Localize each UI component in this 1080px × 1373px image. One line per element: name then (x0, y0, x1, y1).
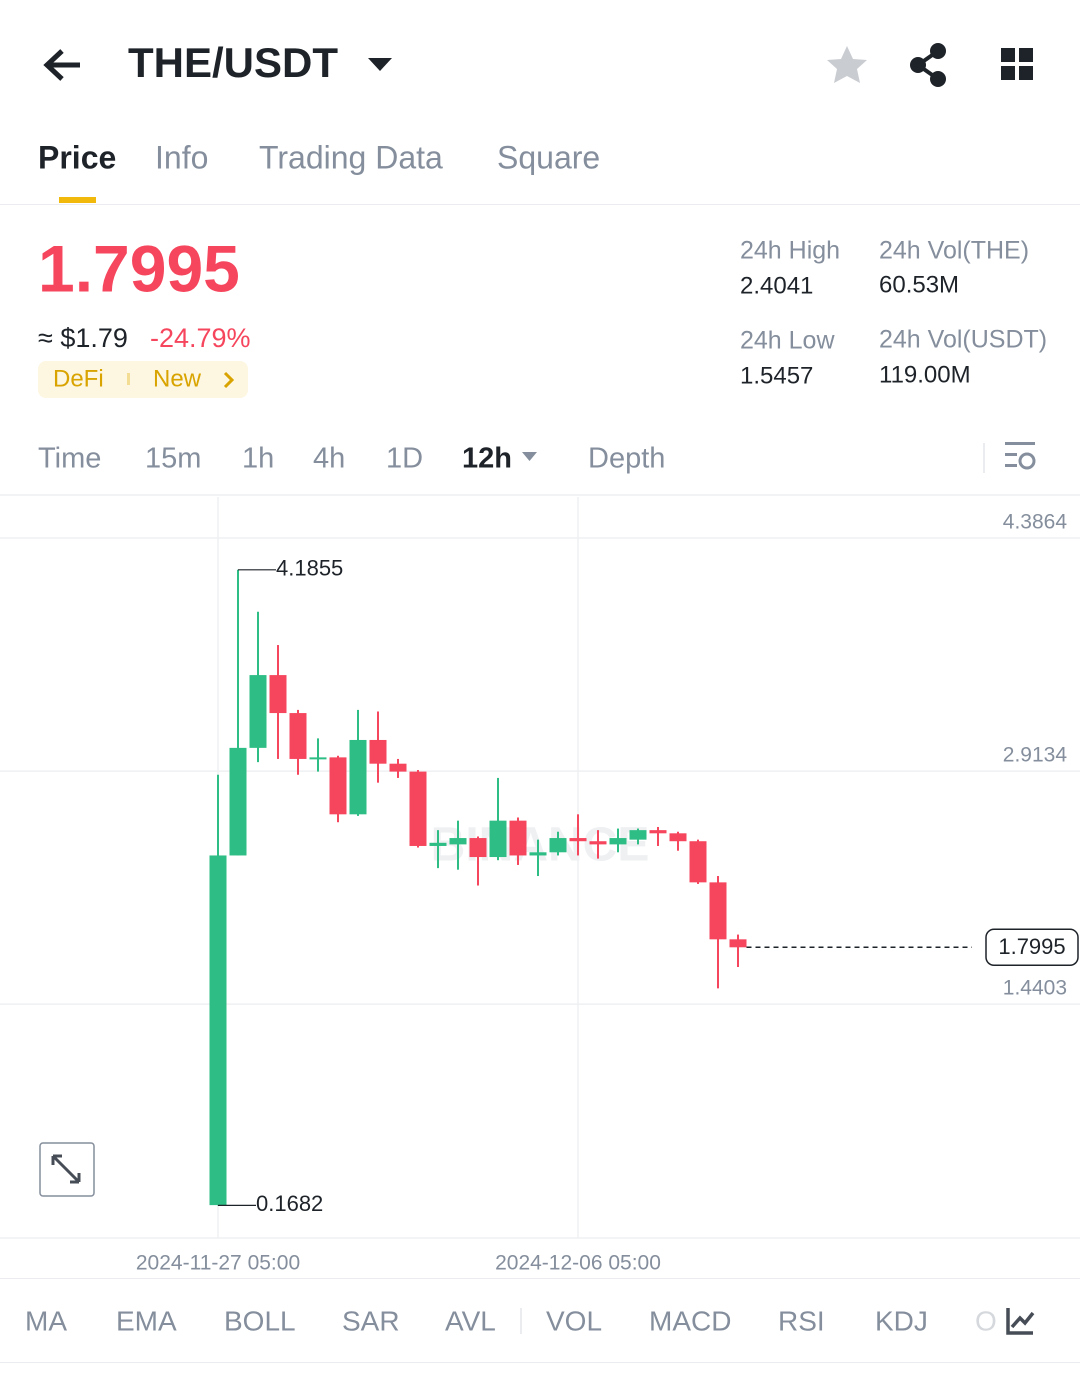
stat-value: 1.5457 (740, 362, 813, 389)
x-tick-label: 2024-11-27 05:00 (136, 1252, 300, 1275)
candle-body (369, 739, 387, 764)
y-tick-label: 2.9134 (1003, 744, 1068, 767)
indicator[interactable]: MA (25, 1305, 67, 1336)
indicator[interactable]: BOLL (224, 1305, 296, 1336)
tab[interactable]: Info (155, 139, 208, 175)
candle-body (549, 838, 567, 853)
expand-button[interactable] (39, 1142, 95, 1197)
share-button[interactable] (910, 43, 946, 87)
watermark: BINANCE (431, 819, 650, 872)
candle-body (289, 713, 307, 759)
interval[interactable]: 4h (313, 443, 345, 475)
divider (0, 494, 1080, 496)
top-bar: THE/USDT (43, 39, 1033, 87)
stat-label: 24h High (740, 237, 840, 265)
stat-label: 24h Vol(THE) (879, 237, 1029, 265)
indicator-settings[interactable] (1006, 1308, 1035, 1335)
price-block: 1.7995 ≈ $1.79 -24.79% DeFi New (38, 231, 251, 398)
candle-body (469, 838, 487, 858)
indicators: MA EMA BOLL SAR AVL VOL MACD RSI KDJ O (0, 1278, 1080, 1363)
interval[interactable]: Depth (588, 443, 665, 475)
interval[interactable]: 12h (462, 443, 512, 475)
stat-value: 2.4041 (740, 272, 813, 299)
tab[interactable]: Price (38, 139, 116, 175)
x-tick-label: 2024-12-06 05:00 (495, 1252, 661, 1275)
indicator[interactable]: RSI (778, 1305, 825, 1336)
indicator[interactable]: O (975, 1305, 997, 1336)
interval[interactable]: 15m (145, 443, 201, 475)
stat-value: 119.00M (879, 361, 971, 388)
pair-dropdown[interactable] (368, 58, 392, 71)
indicator[interactable]: KDJ (875, 1305, 928, 1336)
stats: 24h High 2.4041 24h Vol(THE) 60.53M 24h … (740, 237, 1047, 390)
candle-body (329, 757, 347, 815)
tab-indicator (59, 197, 96, 203)
chevron (223, 371, 235, 389)
stat-label: 24h Low (740, 327, 835, 355)
tabs: Price Info Trading Data Square (0, 139, 1080, 205)
y-tick-label: 1.4403 (1003, 977, 1067, 1000)
candle-body (409, 771, 427, 846)
divider (0, 204, 1080, 205)
stat-value: 60.53M (879, 271, 959, 298)
candle-body (389, 763, 407, 772)
grid-menu[interactable] (1001, 48, 1033, 80)
candle-body (569, 838, 587, 842)
intervals: Time 15m 1h 4h 1D 12h Depth (0, 442, 1080, 496)
candle-body (349, 739, 367, 815)
separator (983, 443, 985, 473)
last-price-label: 1.7995 (998, 934, 1065, 959)
chart: BINANCE 4.3864 2.9134 1.4403 2024-11-27 05:0… (0, 497, 1080, 1275)
candle-body (249, 675, 267, 748)
indicator[interactable]: VOL (546, 1305, 602, 1336)
candle-body (649, 830, 667, 834)
candle-body (509, 820, 527, 856)
divider (0, 1278, 1080, 1279)
candle-body (589, 841, 607, 845)
interval[interactable]: 1h (242, 443, 274, 475)
last-price-box (985, 928, 1079, 967)
separator (520, 1308, 522, 1334)
divider (0, 1362, 1080, 1363)
candle-body (489, 820, 507, 858)
candle-body (609, 838, 627, 845)
candle-body (229, 747, 247, 856)
tag[interactable]: DeFi (53, 365, 104, 392)
indicator[interactable]: MACD (649, 1305, 731, 1336)
candle-body (709, 882, 727, 940)
pair-title[interactable]: THE/USDT (128, 39, 338, 86)
min-label: 0.1682 (256, 1191, 323, 1216)
indicator[interactable]: AVL (445, 1305, 496, 1336)
stat-label: 24h Vol(USDT) (879, 326, 1047, 354)
candle-body (449, 838, 467, 845)
interval[interactable]: Time (38, 443, 101, 475)
candle-body (209, 855, 227, 1206)
interval[interactable]: 1D (386, 443, 423, 475)
last-price: 1.7995 (38, 231, 240, 305)
tab[interactable]: Trading Data (259, 139, 443, 175)
interval-dropdown[interactable] (522, 452, 537, 461)
favorite-star[interactable] (827, 46, 867, 83)
candle-body (269, 675, 287, 714)
tag[interactable]: New (153, 365, 202, 392)
candle-body (689, 841, 707, 883)
tab[interactable]: Square (497, 139, 600, 175)
tag-separator (127, 373, 130, 385)
candle-body (669, 833, 687, 842)
candle-body (309, 757, 327, 760)
indicator[interactable]: SAR (342, 1305, 400, 1336)
chart-settings[interactable] (1005, 442, 1036, 470)
candle-body (729, 939, 747, 948)
candle-body (429, 842, 447, 846)
candle-body (629, 830, 647, 840)
approx-price: ≈ $1.79 (38, 323, 128, 353)
indicator[interactable]: EMA (116, 1305, 177, 1336)
price-change: -24.79% (150, 323, 251, 353)
candle-body (529, 852, 547, 856)
back-button[interactable] (43, 49, 80, 81)
max-label: 4.1855 (276, 556, 343, 581)
tag-box[interactable] (38, 361, 248, 398)
y-tick-label: 4.3864 (1003, 511, 1068, 534)
